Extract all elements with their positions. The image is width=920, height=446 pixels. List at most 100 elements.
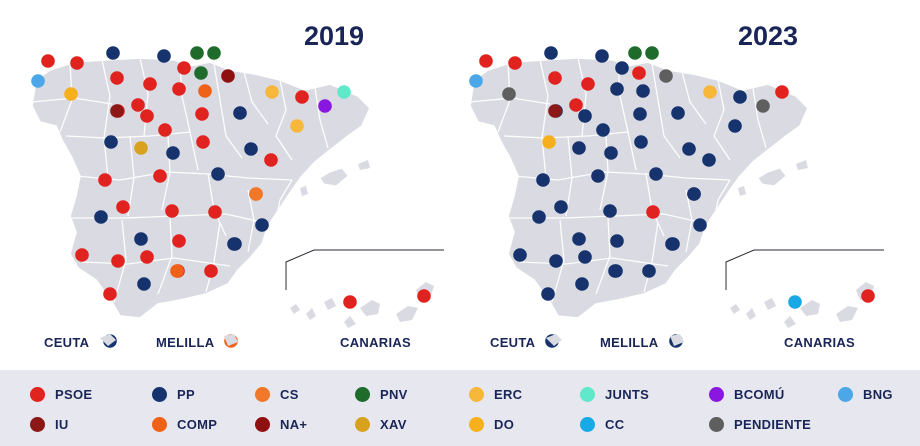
legend-swatch <box>469 416 484 432</box>
canarias-inset-border <box>725 249 884 290</box>
province-marker <box>575 277 589 291</box>
legend-item: ERC <box>469 383 522 405</box>
legend-item: CC <box>580 413 624 435</box>
province-marker <box>596 123 610 137</box>
province-marker <box>157 49 171 63</box>
legend-swatch <box>152 416 167 432</box>
province-marker <box>165 204 179 218</box>
province-marker <box>645 46 659 60</box>
map-year: 2019 <box>304 21 364 51</box>
province-marker <box>591 169 605 183</box>
legend-swatch <box>152 386 167 402</box>
province-marker <box>249 187 263 201</box>
province-marker <box>233 106 247 120</box>
province-marker <box>479 54 493 68</box>
province-marker <box>172 82 186 96</box>
province-marker <box>628 46 642 60</box>
province-marker <box>318 99 332 113</box>
province-markers <box>469 46 875 348</box>
legend-swatch <box>709 416 724 432</box>
province-marker <box>572 232 586 246</box>
province-marker <box>703 85 717 99</box>
map-year: 2023 <box>738 21 798 51</box>
legend-swatch <box>709 386 724 402</box>
map-2019: 2019 CEUTA MELILLA CANARIAS <box>31 21 444 350</box>
province-marker <box>143 77 157 91</box>
legend-swatch <box>255 416 270 432</box>
legend-swatch <box>580 386 595 402</box>
legend-swatch <box>469 386 484 402</box>
province-marker <box>544 46 558 60</box>
province-marker <box>733 90 747 104</box>
canarias-marker <box>861 289 875 303</box>
province-marker <box>158 123 172 137</box>
province-marker <box>195 107 209 121</box>
province-marker <box>642 264 656 278</box>
legend-item: PENDIENTE <box>709 413 811 435</box>
province-marker <box>103 287 117 301</box>
province-marker <box>166 146 180 160</box>
legend-label: JUNTS <box>605 386 650 402</box>
legend-swatch <box>355 416 370 432</box>
province-marker <box>632 66 646 80</box>
spain-basemap <box>31 57 371 319</box>
province-marker <box>170 264 184 278</box>
province-marker <box>756 99 770 113</box>
province-marker <box>211 167 225 181</box>
legend-label: BNG <box>863 386 893 402</box>
province-marker <box>31 74 45 88</box>
province-marker <box>572 141 586 155</box>
province-marker <box>603 204 617 218</box>
province-marker <box>265 85 279 99</box>
ceuta-label: CEUTA <box>44 335 90 350</box>
canarias-marker <box>343 295 357 309</box>
legend-item: PP <box>152 383 195 405</box>
ceuta-label: CEUTA <box>490 335 536 350</box>
legend-label: PNV <box>380 386 408 402</box>
province-marker <box>255 218 269 232</box>
province-marker <box>659 69 673 83</box>
province-marker <box>548 104 562 118</box>
province-marker <box>172 234 186 248</box>
map-2023: 2023 CEUTA MELILLA CANARIAS <box>469 21 884 350</box>
province-marker <box>295 90 309 104</box>
province-marker <box>693 218 707 232</box>
melilla-label: MELILLA <box>156 335 215 350</box>
province-marker <box>140 250 154 264</box>
province-marker <box>177 61 191 75</box>
province-marker <box>190 46 204 60</box>
legend-label: IU <box>55 416 69 432</box>
province-marker <box>578 250 592 264</box>
province-marker <box>671 106 685 120</box>
legend-item: BCOMÚ <box>709 383 785 405</box>
melilla-label: MELILLA <box>600 335 659 350</box>
province-marker <box>264 153 278 167</box>
province-marker <box>578 109 592 123</box>
province-marker <box>94 210 108 224</box>
party-legend: PSOE PP CS PNV ERC JUNTS BCOMÚ BNG IU COMP NA+ XAV D… <box>0 370 920 446</box>
province-markers <box>31 46 431 348</box>
ceuta-shape <box>100 334 116 346</box>
province-marker <box>104 135 118 149</box>
legend-label: NA+ <box>280 416 308 432</box>
province-marker <box>70 56 84 70</box>
province-marker <box>554 200 568 214</box>
legend-swatch <box>355 386 370 402</box>
province-marker <box>75 248 89 262</box>
legend-item: NA+ <box>255 413 307 435</box>
province-marker <box>549 254 563 268</box>
canarias-marker <box>788 295 802 309</box>
province-marker <box>64 87 78 101</box>
province-marker <box>110 71 124 85</box>
province-marker <box>194 66 208 80</box>
province-marker <box>610 82 624 96</box>
legend-label: DO <box>494 416 515 432</box>
province-marker <box>615 61 629 75</box>
melilla-shape <box>224 334 238 346</box>
province-marker <box>513 248 527 262</box>
province-marker <box>337 85 351 99</box>
legend-item: XAV <box>355 413 407 435</box>
province-marker <box>604 146 618 160</box>
province-marker <box>134 141 148 155</box>
legend-item: PSOE <box>30 383 92 405</box>
